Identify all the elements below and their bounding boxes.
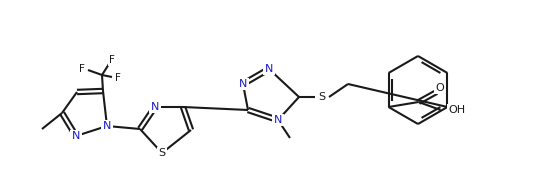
Text: N: N — [151, 102, 159, 112]
Text: N: N — [239, 79, 247, 89]
Text: OH: OH — [449, 105, 466, 115]
Text: F: F — [115, 73, 121, 83]
Text: N: N — [72, 131, 80, 141]
Text: S: S — [159, 148, 166, 158]
Text: F: F — [79, 64, 85, 74]
Text: N: N — [103, 121, 111, 131]
Text: S: S — [318, 92, 326, 102]
Text: N: N — [274, 115, 282, 125]
Text: O: O — [435, 83, 444, 93]
Text: N: N — [265, 64, 273, 74]
Text: F: F — [109, 55, 115, 65]
